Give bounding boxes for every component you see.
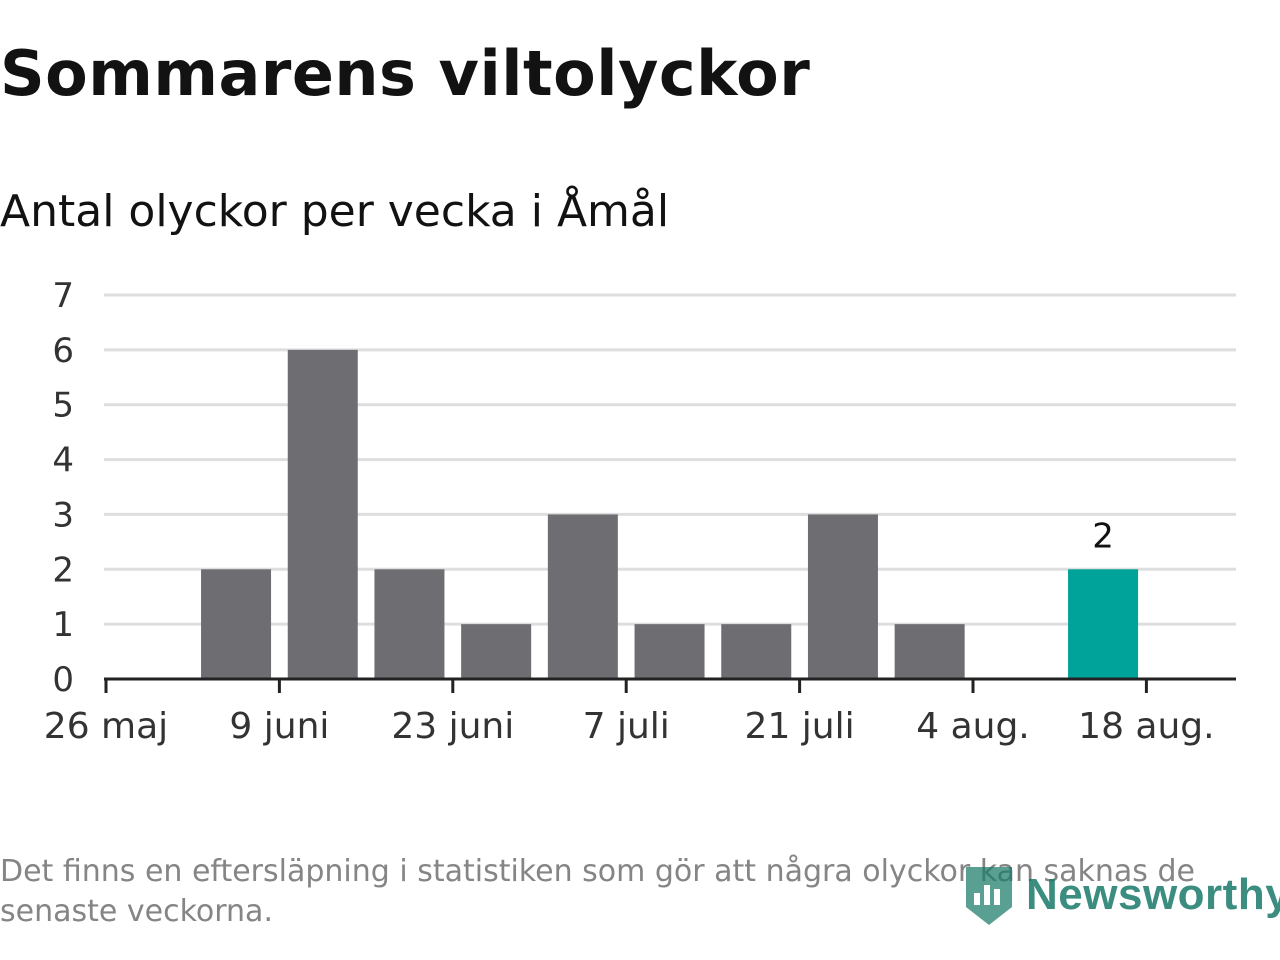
bar-16-juni bbox=[374, 569, 445, 679]
bar-2-juni bbox=[201, 569, 272, 679]
y-tick-label: 0 bbox=[52, 660, 74, 700]
y-tick-label: 2 bbox=[52, 550, 74, 590]
bar-14-juli bbox=[721, 624, 792, 679]
x-tick-label: 9 juni bbox=[229, 706, 329, 747]
y-tick-label: 5 bbox=[52, 386, 74, 426]
data-label-highlight: 2 bbox=[1092, 516, 1114, 556]
bars bbox=[201, 349, 1139, 679]
bar-28-juli bbox=[894, 624, 965, 679]
x-tick-label: 7 juli bbox=[583, 706, 670, 747]
bar-7-juli bbox=[634, 624, 705, 679]
bar-chart-pin-icon bbox=[966, 867, 1012, 925]
data-labels: 2 bbox=[1092, 516, 1114, 556]
bar-30-juni bbox=[547, 514, 618, 679]
x-tick-label: 4 aug. bbox=[916, 706, 1030, 747]
x-tick-label: 18 aug. bbox=[1078, 706, 1214, 747]
bar-21-juli bbox=[807, 514, 878, 679]
y-axis-ticks: 0 1 2 3 4 5 6 7 bbox=[52, 276, 74, 700]
bar-11-aug- bbox=[1068, 569, 1139, 679]
bar-23-juni bbox=[461, 624, 532, 679]
x-tick-label: 26 maj bbox=[44, 706, 168, 747]
bar-chart: 0 1 2 3 4 5 6 7 26 maj 9 juni 23 juni 7 juli 21 jul… bbox=[44, 276, 1236, 747]
y-tick-label: 7 bbox=[52, 276, 74, 316]
chart-subtitle: Antal olyckor per vecka i Åmål bbox=[0, 186, 670, 237]
x-tick-label: 23 juni bbox=[391, 706, 514, 747]
y-tick-label: 4 bbox=[52, 441, 74, 481]
chart-title: Sommarens viltolyckor bbox=[0, 37, 811, 110]
y-tick-label: 1 bbox=[52, 605, 74, 645]
grid-lines bbox=[104, 293, 1236, 626]
bar-9-juni bbox=[287, 349, 358, 679]
x-axis: 26 maj 9 juni 23 juni 7 juli 21 juli 4 aug. 18… bbox=[44, 677, 1236, 747]
y-tick-label: 3 bbox=[52, 495, 74, 535]
x-tick-label: 21 juli bbox=[745, 706, 855, 747]
y-tick-label: 6 bbox=[52, 331, 74, 371]
newsworthy-logo[interactable]: Newsworthy bbox=[962, 862, 1280, 928]
logo-text: Newsworthy bbox=[1026, 870, 1280, 919]
